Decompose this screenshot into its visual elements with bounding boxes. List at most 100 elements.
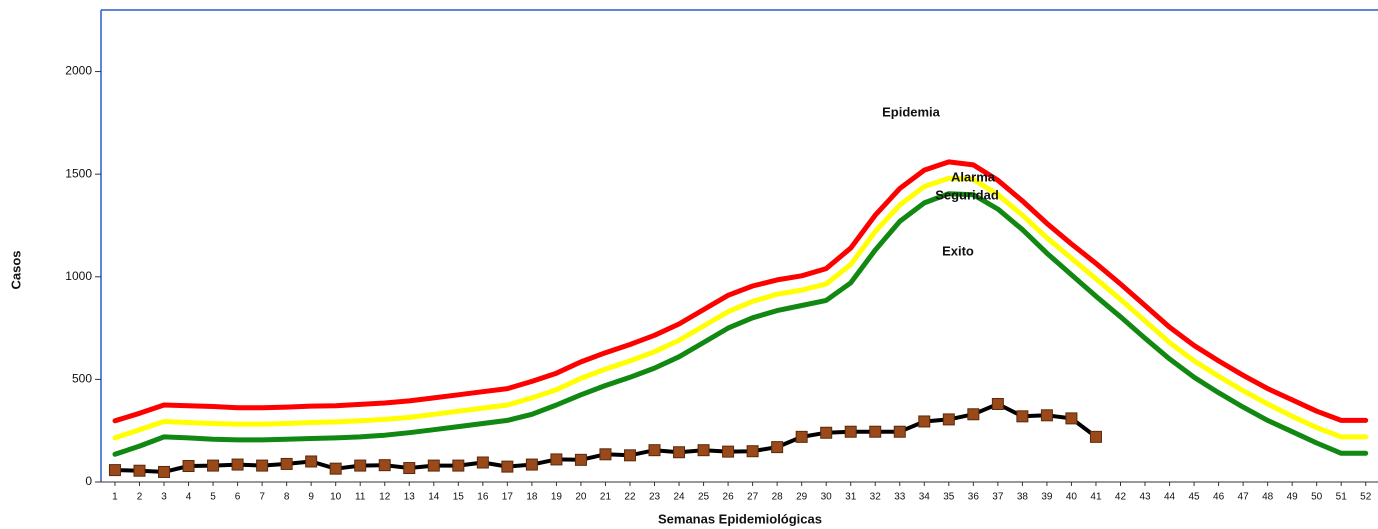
marker (256, 459, 269, 472)
y-tick-label: 1500 (65, 166, 92, 180)
marker (550, 453, 563, 466)
x-tick-label: 19 (551, 492, 563, 503)
marker (844, 425, 857, 438)
x-tick-label: 11 (355, 492, 366, 503)
series-line (112, 175, 1369, 441)
x-tick-label: 25 (698, 492, 710, 503)
x-tick-label: 24 (673, 492, 685, 503)
marker (329, 462, 342, 475)
marker (1040, 409, 1053, 422)
zone-label: Exito (942, 243, 974, 258)
x-tick-label: 10 (330, 492, 342, 503)
x-tick-label: 32 (870, 492, 882, 503)
marker (207, 459, 220, 472)
x-tick-label: 48 (1262, 492, 1274, 503)
x-tick-label: 28 (772, 492, 784, 503)
marker (746, 445, 759, 458)
x-tick-label: 3 (161, 492, 167, 503)
y-tick-label: 1000 (65, 269, 92, 283)
marker (305, 455, 318, 468)
marker (476, 456, 489, 469)
x-tick-label: 16 (477, 492, 489, 503)
marker (452, 459, 465, 472)
x-tick-label: 40 (1066, 492, 1078, 503)
marker (525, 458, 538, 471)
marker (697, 444, 710, 457)
x-tick-label: 6 (235, 492, 241, 503)
x-tick-label: 33 (894, 492, 906, 503)
x-tick-label: 22 (624, 492, 636, 503)
x-tick-label: 26 (723, 492, 735, 503)
x-tick-label: 47 (1238, 492, 1250, 503)
marker (648, 444, 661, 457)
x-tick-label: 14 (428, 492, 440, 503)
marker (1016, 410, 1029, 423)
x-tick-label: 17 (502, 492, 514, 503)
marker (771, 441, 784, 454)
x-tick-label: 1 (112, 492, 118, 503)
marker (820, 426, 833, 439)
x-tick-label: 9 (308, 492, 314, 503)
marker (869, 425, 882, 438)
x-tick-label: 35 (943, 492, 955, 503)
x-tick-label: 38 (1017, 492, 1029, 503)
x-tick-label: 4 (186, 492, 192, 503)
x-tick-label: 15 (453, 492, 465, 503)
marker (1089, 430, 1102, 443)
x-tick-label: 45 (1189, 492, 1201, 503)
zone-label: Seguridad (935, 187, 999, 202)
marker (991, 398, 1004, 411)
x-tick-label: 43 (1139, 492, 1151, 503)
marker (354, 459, 367, 472)
y-axis-label: Casos (8, 250, 23, 289)
series-line (112, 191, 1369, 457)
x-tick-label: 44 (1164, 492, 1176, 503)
x-tick-label: 39 (1041, 492, 1053, 503)
x-tick-label: 7 (259, 492, 265, 503)
marker (403, 462, 416, 475)
x-tick-label: 5 (210, 492, 216, 503)
x-tick-label: 31 (845, 492, 857, 503)
marker (623, 449, 636, 462)
x-tick-label: 46 (1213, 492, 1225, 503)
x-tick-label: 36 (968, 492, 980, 503)
marker (893, 425, 906, 438)
x-tick-label: 23 (649, 492, 661, 503)
x-tick-label: 29 (796, 492, 808, 503)
y-tick-label: 0 (85, 474, 92, 488)
y-tick-label: 2000 (65, 64, 92, 78)
marker (280, 457, 293, 470)
marker (1065, 412, 1078, 425)
marker (599, 448, 612, 461)
x-tick-label: 42 (1115, 492, 1127, 503)
marker (182, 459, 195, 472)
marker (942, 413, 955, 426)
x-tick-label: 27 (747, 492, 759, 503)
x-tick-label: 8 (284, 492, 290, 503)
x-tick-label: 21 (600, 492, 612, 503)
x-tick-label: 52 (1360, 492, 1372, 503)
marker (967, 408, 980, 421)
zone-label: Alarma (951, 169, 996, 184)
marker (427, 459, 440, 472)
zone-label: Epidemia (882, 104, 941, 119)
x-tick-label: 13 (404, 492, 416, 503)
marker (918, 415, 931, 428)
x-tick-label: 37 (992, 492, 1004, 503)
marker (158, 465, 171, 478)
marker (231, 458, 244, 471)
series-line (112, 159, 1369, 424)
x-tick-label: 41 (1090, 492, 1102, 503)
marker (378, 459, 391, 472)
x-axis-label: Semanas Epidemiológicas (658, 511, 822, 526)
y-tick-label: 500 (72, 372, 92, 386)
x-tick-label: 2 (137, 492, 143, 503)
marker (722, 445, 735, 458)
x-tick-label: 20 (575, 492, 587, 503)
x-tick-label: 18 (526, 492, 538, 503)
x-tick-label: 34 (919, 492, 931, 503)
marker (501, 460, 514, 473)
marker (795, 430, 808, 443)
x-tick-label: 30 (821, 492, 833, 503)
